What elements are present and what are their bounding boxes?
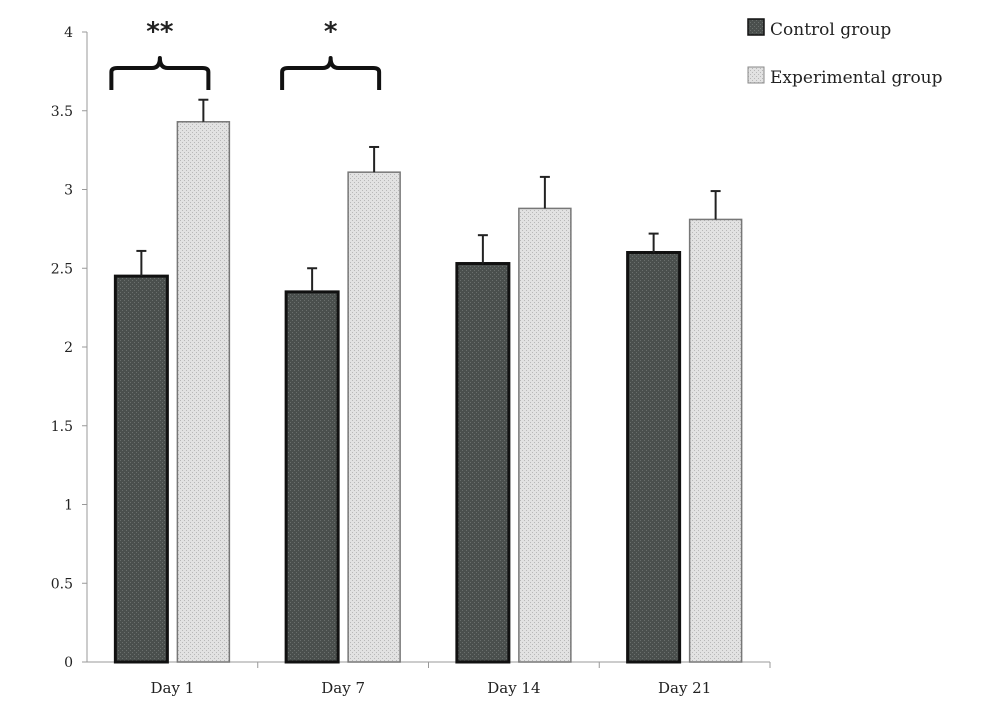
significance-bracket [280,56,382,90]
y-tick-label: 2.5 [51,261,73,277]
bar-experimental [688,218,743,663]
x-tick-label: Day 1 [150,679,194,697]
y-tick-label: 4 [64,25,73,41]
x-tick-label: Day 21 [658,679,711,697]
y-tick-label: 3.5 [51,104,73,120]
y-tick-label: 3 [64,183,73,199]
significance-annotations: ** * [109,17,382,90]
bar-experimental [518,207,572,663]
axes: 0 0.5 1 1.5 2 2.5 3 3.5 4 Day 1 Day 7 Day 14 Day 21 [51,25,771,697]
bar-experimental [347,171,401,663]
y-tick-label: 1 [64,498,73,514]
bars [113,98,743,664]
bar-control [455,262,511,664]
y-tick-label: 1.5 [51,419,73,435]
legend-swatch-experimental [747,66,765,84]
legend-swatch-control [747,18,765,36]
significance-stars: * [324,17,338,47]
x-tick-label: Day 7 [321,679,365,697]
significance-stars: ** [146,17,174,47]
bar-experimental [176,121,231,663]
legend: Control group Experimental group [747,18,943,88]
x-tick-label: Day 14 [487,679,540,697]
legend-label-control: Control group [770,20,891,40]
bar-control [626,251,682,664]
y-tick-label: 0 [64,655,73,671]
bar-control [284,290,340,664]
legend-label-experimental: Experimental group [770,68,943,88]
significance-bracket [109,56,211,90]
y-tick-label: 0.5 [51,576,73,592]
bar-control [113,274,169,664]
y-tick-label: 2 [64,340,73,356]
